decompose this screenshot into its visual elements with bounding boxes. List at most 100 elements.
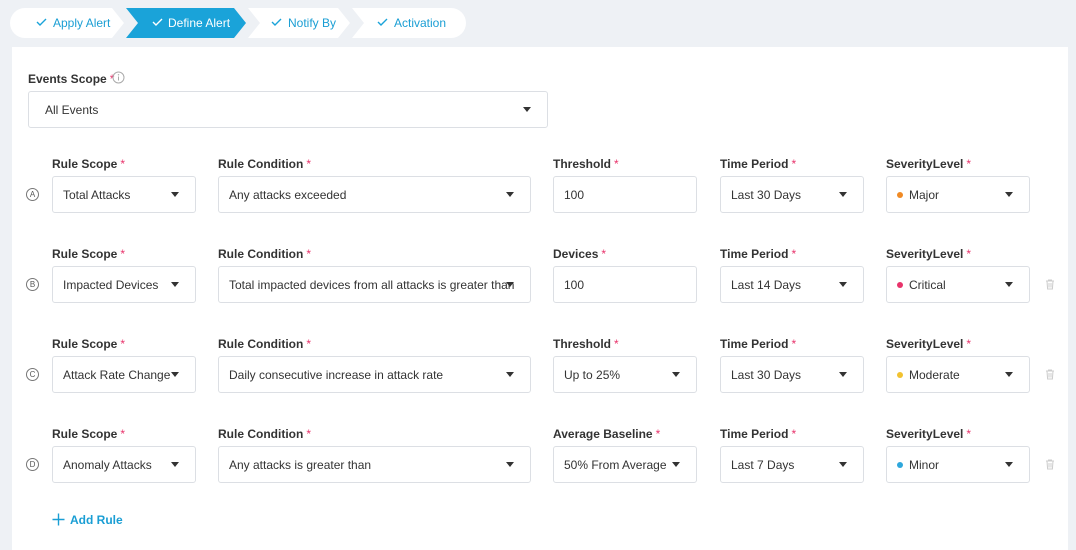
caret bbox=[1005, 462, 1013, 467]
severity-dot bbox=[897, 281, 903, 288]
label-text: Rule Condition bbox=[218, 427, 304, 441]
required-mark: * bbox=[120, 337, 126, 351]
select-value: All Events bbox=[45, 102, 99, 117]
field-label: Rule Scope * bbox=[52, 247, 125, 261]
field-label: Threshold * bbox=[553, 337, 619, 351]
add-icon[interactable] bbox=[52, 513, 65, 526]
caret bbox=[171, 462, 179, 467]
step-shape[interactable] bbox=[352, 8, 466, 38]
label-text: Time Period bbox=[720, 427, 789, 441]
step-label[interactable]: Define Alert bbox=[168, 16, 231, 30]
required-mark: * bbox=[966, 247, 972, 261]
step-shape[interactable] bbox=[10, 8, 124, 38]
select-value: Last 14 Days bbox=[731, 277, 802, 292]
field-label: SeverityLevel * bbox=[886, 157, 971, 171]
select[interactable]: Major bbox=[886, 176, 1030, 213]
select[interactable]: Last 14 Days bbox=[720, 266, 864, 303]
field-label: Time Period * bbox=[720, 337, 796, 351]
select[interactable]: Last 30 Days bbox=[720, 176, 864, 213]
field-label: SeverityLevel * bbox=[886, 337, 971, 351]
caret bbox=[506, 282, 514, 287]
required-mark: * bbox=[120, 157, 126, 171]
field-label: SeverityLevel * bbox=[886, 247, 971, 261]
field-label: Rule Condition * bbox=[218, 247, 311, 261]
select-value: Major bbox=[909, 187, 940, 202]
step-shape[interactable] bbox=[126, 8, 246, 38]
select[interactable]: Anomaly Attacks bbox=[52, 446, 196, 483]
caret bbox=[171, 282, 179, 287]
text-input[interactable]: 100 bbox=[553, 176, 697, 213]
label-text: Rule Scope bbox=[52, 337, 118, 351]
rule-letter-circle: A bbox=[26, 188, 39, 201]
select[interactable]: 50% From Average bbox=[553, 446, 697, 483]
input-value: 100 bbox=[564, 277, 585, 292]
label-text: SeverityLevel bbox=[886, 337, 964, 351]
required-mark: * bbox=[306, 427, 311, 441]
field-label: Time Period * bbox=[720, 157, 796, 171]
required-mark: * bbox=[601, 247, 607, 261]
caret bbox=[1005, 192, 1013, 197]
delete-icon[interactable] bbox=[1045, 279, 1055, 290]
input-value: 100 bbox=[564, 187, 585, 202]
step-label[interactable]: Apply Alert bbox=[53, 16, 111, 30]
select[interactable]: Critical bbox=[886, 266, 1030, 303]
rule-letter-circle: C bbox=[26, 368, 39, 381]
required-mark: * bbox=[791, 157, 797, 171]
select[interactable]: Last 7 Days bbox=[720, 446, 864, 483]
label-text: Threshold bbox=[553, 157, 612, 171]
label-text: Rule Condition bbox=[218, 157, 304, 171]
label-text: Rule Scope bbox=[52, 247, 118, 261]
severity-dot bbox=[897, 461, 903, 468]
required-mark: * bbox=[306, 157, 311, 171]
field-label: Events Scope * bbox=[28, 72, 114, 86]
field-label: Rule Scope * bbox=[52, 427, 125, 441]
select[interactable]: Any attacks is greater than bbox=[218, 446, 531, 483]
rule-letter: C bbox=[29, 370, 36, 379]
label-text: Rule Condition bbox=[218, 337, 304, 351]
delete-icon[interactable] bbox=[1045, 369, 1055, 380]
required-mark: * bbox=[966, 157, 972, 171]
label-text: Time Period bbox=[720, 337, 789, 351]
required-mark: * bbox=[791, 337, 797, 351]
severity-dot bbox=[897, 371, 903, 378]
label-text: Devices bbox=[553, 247, 599, 261]
select[interactable]: Daily consecutive increase in attack rat… bbox=[218, 356, 531, 393]
select[interactable]: Impacted Devices bbox=[52, 266, 196, 303]
delete-icon[interactable] bbox=[1045, 459, 1055, 470]
field-label: Rule Scope * bbox=[52, 157, 125, 171]
select[interactable]: All Events bbox=[28, 91, 548, 128]
caret bbox=[506, 372, 514, 377]
text-input[interactable]: 100 bbox=[553, 266, 697, 303]
required-mark: * bbox=[966, 337, 972, 351]
select-value: Any attacks exceeded bbox=[229, 187, 347, 202]
caret bbox=[839, 462, 847, 467]
step-label[interactable]: Activation bbox=[394, 16, 447, 30]
select[interactable]: Minor bbox=[886, 446, 1030, 483]
select[interactable]: Total impacted devices from all attacks … bbox=[218, 266, 531, 303]
label-text: Events Scope bbox=[28, 72, 107, 86]
label-text: Rule Scope bbox=[52, 427, 118, 441]
caret bbox=[1005, 372, 1013, 377]
step-shape[interactable] bbox=[248, 8, 350, 38]
required-mark: * bbox=[109, 72, 115, 86]
select-value: Last 7 Days bbox=[731, 457, 795, 472]
select[interactable]: Any attacks exceeded bbox=[218, 176, 531, 213]
step-label[interactable]: Notify By bbox=[288, 16, 337, 30]
select[interactable]: Last 30 Days bbox=[720, 356, 864, 393]
required-mark: * bbox=[120, 427, 126, 441]
caret bbox=[839, 372, 847, 377]
add-rule[interactable]: Add Rule bbox=[70, 513, 123, 527]
select[interactable]: Up to 25% bbox=[553, 356, 697, 393]
required-mark: * bbox=[791, 427, 797, 441]
select[interactable]: Moderate bbox=[886, 356, 1030, 393]
rule-letter-circle: D bbox=[26, 458, 39, 471]
select-value: Total Attacks bbox=[63, 187, 131, 202]
select-value: Critical bbox=[909, 277, 946, 292]
rule-letter: D bbox=[29, 460, 36, 469]
caret bbox=[672, 372, 680, 377]
select[interactable]: Attack Rate Change bbox=[52, 356, 196, 393]
select[interactable]: Total Attacks bbox=[52, 176, 196, 213]
select-value: 50% From Average bbox=[564, 457, 667, 472]
field-label: Devices * bbox=[553, 247, 606, 261]
info-icon[interactable] bbox=[112, 71, 125, 84]
